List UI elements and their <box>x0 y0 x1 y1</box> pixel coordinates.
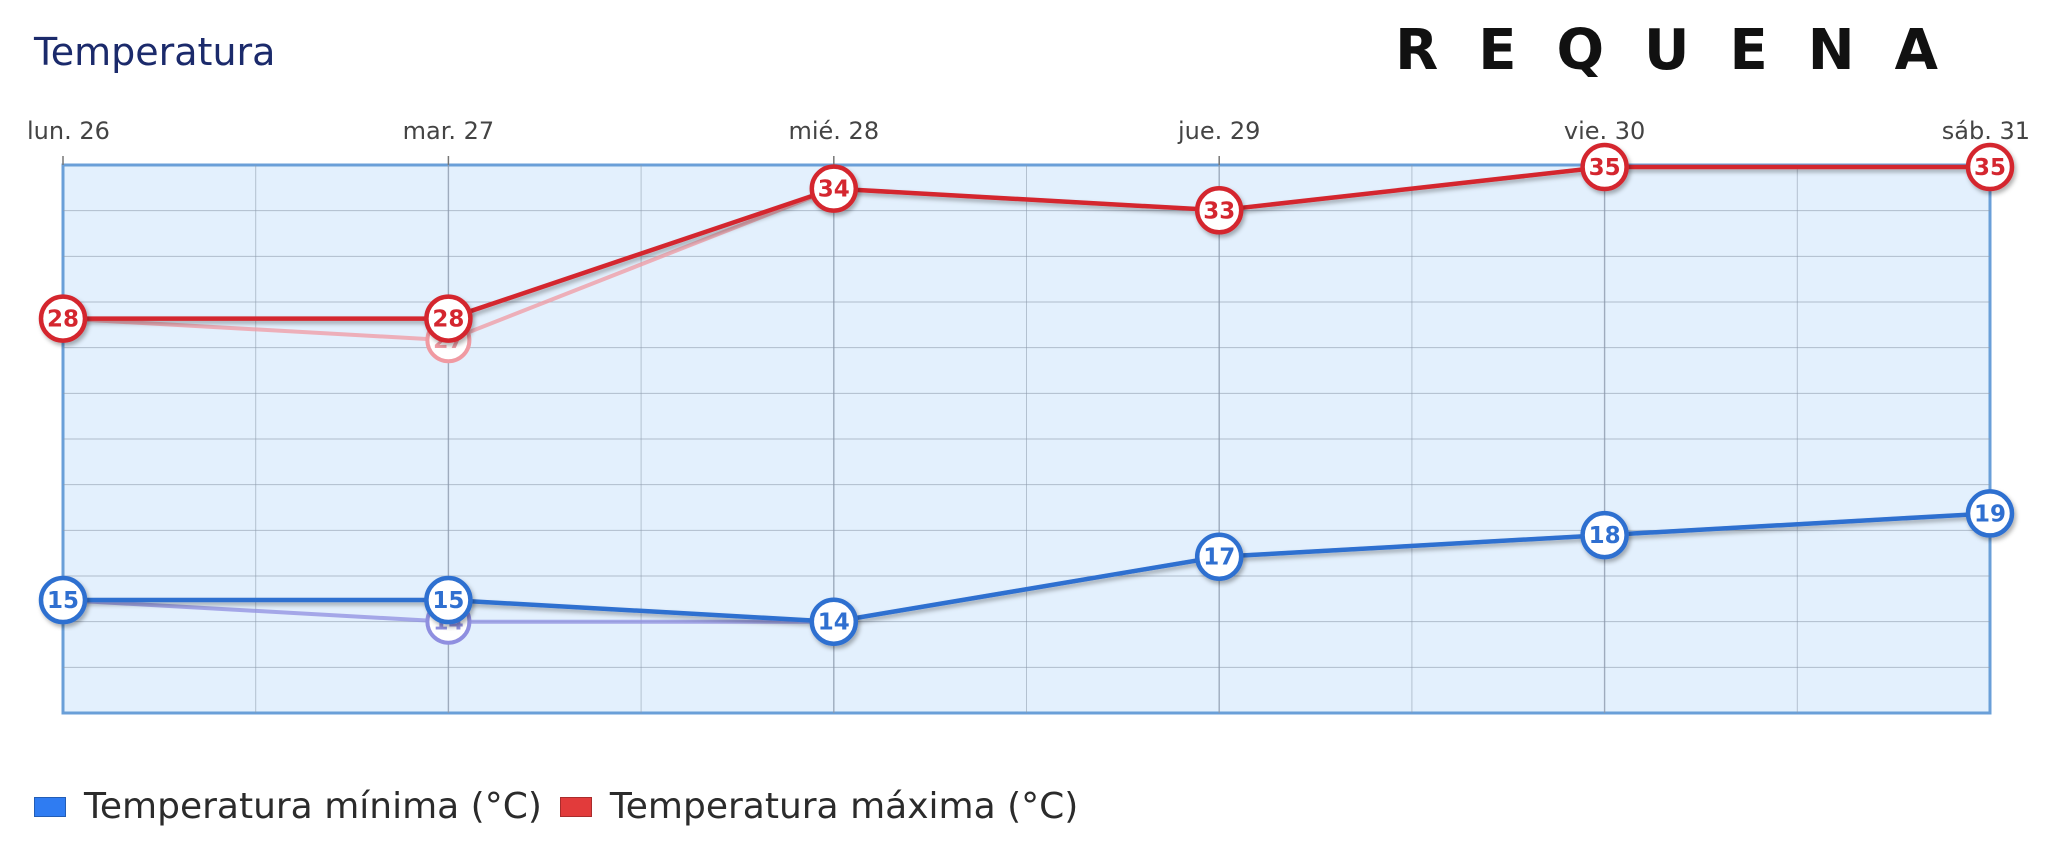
data-label: 28 <box>47 307 79 333</box>
legend-item-max[interactable]: Temperatura máxima (°C) <box>559 786 1079 827</box>
legend-label-min: Temperatura mínima (°C) <box>84 786 542 827</box>
data-point-marker[interactable] <box>1580 142 1629 192</box>
data-point-min[interactable]: 15 <box>38 575 88 625</box>
series-line-min <box>63 511 1991 624</box>
data-point-max[interactable]: 35 <box>1580 142 1629 192</box>
data-point-max[interactable]: 28 <box>424 294 473 343</box>
x-tick-label: vie. 30 <box>1564 117 1645 145</box>
data-point-min[interactable]: 15 <box>424 575 473 625</box>
data-point-max[interactable]: 34 <box>809 164 859 213</box>
data-point-marker[interactable] <box>38 575 88 625</box>
x-tick-label: mié. 28 <box>788 117 879 145</box>
data-point-marker[interactable] <box>424 294 473 343</box>
data-point-marker[interactable] <box>1580 510 1629 560</box>
data-point-marker[interactable] <box>1965 142 2015 192</box>
data-point-max[interactable]: 35 <box>1965 142 2015 192</box>
location-title: REQUENA <box>1395 18 1978 83</box>
temperature-chart: lun. 26 mar. 27 mié. 28 jue. 29 vie. 30 sáb. … <box>27 117 2030 715</box>
data-label: 18 <box>1589 523 1621 549</box>
data-point-marker[interactable] <box>38 294 88 343</box>
data-label: 35 <box>1974 155 2006 181</box>
data-point-min[interactable]: 14 <box>809 597 859 646</box>
legend-label-max: Temperatura máxima (°C) <box>609 786 1079 827</box>
chart-legend: Temperatura mínima (°C) Temperatura máxi… <box>34 786 1096 827</box>
data-label: 34 <box>818 177 850 203</box>
x-tick-label: mar. 27 <box>403 117 495 145</box>
data-point-marker[interactable] <box>809 164 859 213</box>
data-point-marker[interactable] <box>809 597 859 646</box>
data-label: 17 <box>1203 545 1235 571</box>
x-tick-label: jue. 29 <box>1177 117 1260 145</box>
x-tick-label: sáb. 31 <box>1942 117 2030 145</box>
data-point-max[interactable]: 33 <box>1194 186 1244 235</box>
legend-swatch-min <box>34 796 66 817</box>
data-point-min[interactable]: 17 <box>1194 532 1244 581</box>
data-label: 15 <box>47 588 79 614</box>
data-label: 35 <box>1589 155 1621 181</box>
data-label: 15 <box>432 588 464 614</box>
legend-item-min[interactable]: Temperatura mínima (°C) <box>34 786 542 827</box>
data-label: 33 <box>1203 198 1235 224</box>
data-point-min[interactable]: 18 <box>1580 510 1629 560</box>
data-label: 19 <box>1974 501 2006 527</box>
data-point-marker[interactable] <box>424 575 473 625</box>
data-label: 14 <box>818 610 850 636</box>
data-point-marker[interactable] <box>1194 532 1244 581</box>
data-point-marker[interactable] <box>1965 489 2015 538</box>
data-point-max[interactable]: 28 <box>38 294 88 343</box>
legend-swatch-max <box>559 796 592 817</box>
series-line-max <box>63 164 1990 321</box>
chart-title: Temperatura <box>34 30 276 74</box>
x-tick-label: lun. 26 <box>27 117 110 145</box>
data-label: 28 <box>432 307 464 333</box>
data-point-min[interactable]: 19 <box>1965 489 2015 538</box>
data-point-marker[interactable] <box>1194 186 1244 235</box>
